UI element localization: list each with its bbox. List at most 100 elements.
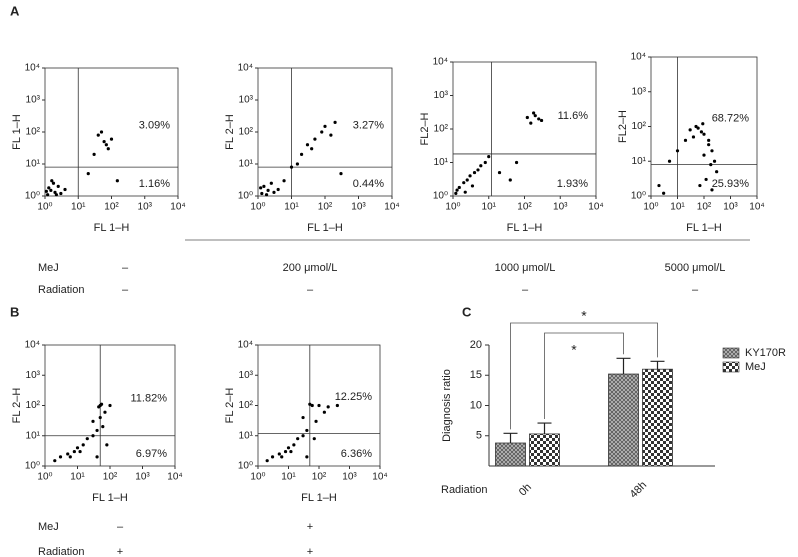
event-dot	[675, 149, 680, 153]
event-dot	[310, 147, 314, 151]
y-axis-label: FL 2–H	[11, 388, 23, 424]
x-tick-label: 10³	[553, 202, 568, 213]
x-axis-label: FL 1–H	[307, 222, 343, 234]
y-tick-label: 10¹	[434, 157, 449, 168]
y-tick-label: 10³	[26, 370, 41, 381]
event-dot	[115, 179, 119, 183]
x-tick-label: 48h	[628, 479, 649, 500]
event-dot	[463, 190, 467, 194]
event-dot	[455, 188, 459, 192]
event-dot	[282, 179, 286, 183]
plot-frame	[650, 56, 758, 197]
event-dot	[657, 183, 661, 188]
event-dot	[683, 138, 688, 142]
y-tick-label: 10⁰	[238, 461, 253, 472]
event-dot	[537, 117, 541, 121]
event-dot	[702, 153, 706, 157]
event-dot	[333, 120, 337, 124]
event-dot	[46, 193, 50, 197]
y-tick-label: 10³	[434, 90, 449, 101]
y-tick-label: 10⁴	[25, 63, 40, 74]
event-dot	[532, 111, 536, 115]
quadrant-percent: 25.93%	[712, 178, 750, 190]
condition-value: –	[692, 284, 699, 296]
y-tick-label: 10²	[26, 127, 41, 138]
y-tick-label: 10¹	[632, 156, 647, 167]
y-axis-label: FL 1–H	[11, 114, 23, 150]
event-dot	[322, 410, 326, 414]
x-tick-label: 10³	[342, 472, 357, 483]
y-tick-label: 10⁴	[25, 340, 40, 351]
event-dot	[305, 428, 309, 433]
event-dot	[59, 191, 63, 196]
y-tick-label: 15	[470, 369, 482, 381]
condition-value: 200 μmol/L	[283, 262, 338, 274]
event-dot	[329, 133, 333, 137]
y-tick-label: 10¹	[26, 430, 41, 441]
event-dot	[476, 168, 480, 172]
event-dot	[323, 124, 327, 128]
event-dot	[99, 130, 104, 134]
y-tick-label: 10²	[239, 400, 254, 411]
plot-frame	[257, 67, 393, 197]
event-dot	[317, 403, 321, 408]
error-bar	[503, 432, 518, 444]
event-dot	[699, 130, 704, 134]
event-dot	[68, 455, 72, 459]
plot-frame	[452, 61, 597, 197]
x-tick-label: 10⁴	[372, 472, 387, 483]
x-tick-label: 10⁰	[250, 472, 265, 483]
event-dot	[483, 160, 487, 165]
event-dot	[310, 403, 314, 408]
event-dot	[691, 135, 696, 139]
x-tick-label: 10²	[517, 202, 532, 213]
y-tick-label: 10²	[239, 127, 254, 138]
x-tick-label: 10⁴	[384, 202, 399, 213]
condition-value: +	[307, 521, 313, 533]
condition-value: –	[117, 521, 124, 533]
event-dot	[51, 181, 56, 185]
x-tick-label: 10¹	[71, 202, 86, 213]
quadrant-percent: 11.6%	[558, 110, 589, 122]
x-axis-label: FL 1–H	[507, 222, 543, 234]
x-tick-label: 10⁰	[37, 472, 52, 483]
event-dot	[92, 152, 96, 156]
event-dot	[99, 402, 104, 406]
y-tick-label: 10⁰	[25, 191, 40, 202]
quadrant-percent: 0.44%	[353, 178, 384, 190]
x-tick-label: 10²	[318, 202, 333, 213]
x-tick-label: 10⁴	[749, 202, 764, 213]
y-tick-label: 10³	[239, 370, 254, 381]
event-dot	[299, 152, 304, 156]
event-dot	[339, 172, 343, 176]
y-axis-label: FL 2–H	[224, 388, 236, 424]
x-tick-label: 10⁴	[170, 202, 185, 213]
x-tick-label: 10⁰	[37, 202, 52, 213]
event-dot	[103, 410, 107, 414]
x-axis-label: Radiation	[441, 484, 487, 496]
y-tick-label: 10⁰	[631, 191, 646, 202]
event-dot	[704, 177, 708, 182]
significance-bracket	[544, 332, 624, 420]
event-dot	[269, 181, 273, 185]
event-dot	[98, 415, 102, 420]
event-dot	[101, 425, 105, 429]
condition-value: +	[117, 546, 123, 557]
legend-swatch	[722, 361, 740, 373]
event-dot	[539, 118, 544, 123]
event-dot	[56, 184, 60, 188]
quadrant-percent: 68.72%	[712, 113, 750, 125]
condition-value: –	[307, 284, 314, 296]
event-dot	[335, 403, 339, 408]
event-dot	[305, 143, 310, 147]
event-dot	[91, 434, 95, 438]
event-dot	[696, 126, 700, 130]
event-dot	[662, 191, 666, 195]
x-tick-label: 10³	[351, 202, 366, 213]
x-tick-label: 0h	[517, 481, 534, 498]
event-dot	[262, 184, 266, 188]
event-dot	[264, 193, 269, 197]
error-bar	[616, 357, 631, 375]
event-dot	[710, 188, 714, 192]
